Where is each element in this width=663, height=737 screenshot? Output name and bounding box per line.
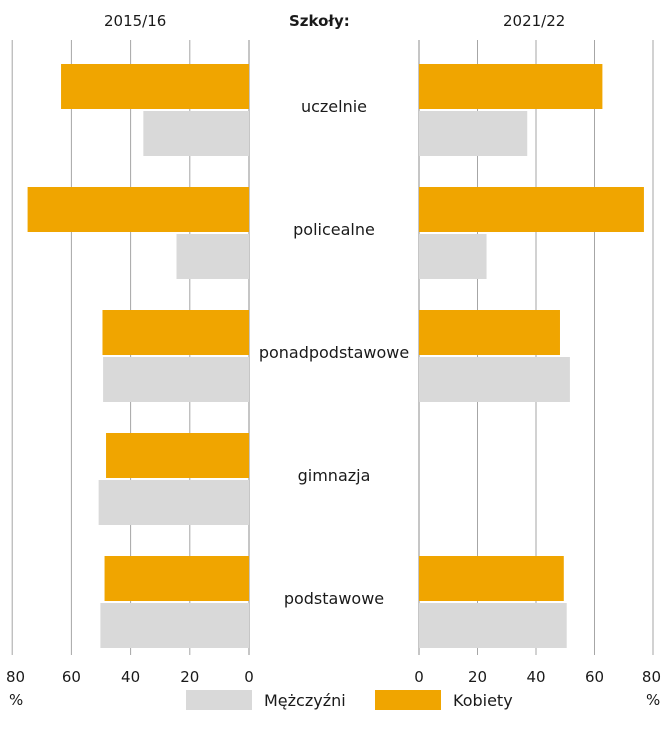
legend-label-kobiety: Kobiety: [453, 690, 513, 710]
left-bar-mezczyzni-policealne: [176, 234, 249, 279]
legend-swatch-mezczyzni: [186, 690, 252, 710]
left-bar-kobiety-policealne: [27, 187, 250, 232]
left-bar-mezczyzni-gimnazja: [98, 480, 249, 525]
right-tick-label-60: 60: [585, 668, 604, 686]
right-tick-label-80: 80: [642, 668, 661, 686]
left-bar-kobiety-uczelnie: [61, 64, 249, 109]
left-unit-label: %: [9, 691, 23, 709]
legend-item-kobiety: Kobiety: [375, 690, 513, 710]
right-unit-label: %: [646, 691, 660, 709]
legend-swatch-kobiety: [375, 690, 441, 710]
right-bar-kobiety-uczelnie: [419, 64, 603, 109]
left-bar-mezczyzni-podstawowe: [100, 603, 250, 648]
left-bar-mezczyzni-uczelnie: [143, 111, 249, 156]
legend-label-mezczyzni: Mężczyźni: [264, 690, 346, 710]
right-bar-kobiety-ponadpodstawowe: [419, 310, 560, 355]
right-bar-mezczyzni-podstawowe: [419, 603, 567, 648]
left-bar-kobiety-podstawowe: [104, 556, 249, 601]
category-label-uczelnie: uczelnie: [301, 97, 367, 116]
right-bar-mezczyzni-policealne: [419, 234, 487, 279]
right-tick-label-40: 40: [526, 668, 545, 686]
left-bar-mezczyzni-ponadpodstawowe: [103, 357, 250, 402]
left-panel-title: 2015/16: [104, 12, 167, 30]
category-label-podstawowe: podstawowe: [284, 589, 384, 608]
chart-header: Szkoły:: [289, 12, 350, 30]
right-bar-mezczyzni-uczelnie: [419, 111, 528, 156]
left-tick-label-20: 20: [180, 668, 199, 686]
category-label-gimnazja: gimnazja: [298, 466, 371, 485]
left-tick-label-0: 0: [244, 668, 254, 686]
right-panel-title: 2021/22: [503, 12, 566, 30]
right-bar-kobiety-policealne: [419, 187, 644, 232]
right-tick-label-0: 0: [414, 668, 424, 686]
left-tick-label-60: 60: [62, 668, 81, 686]
legend-item-mezczyzni: Mężczyźni: [186, 690, 346, 710]
left-bar-kobiety-gimnazja: [106, 433, 249, 478]
left-tick-label-40: 40: [121, 668, 140, 686]
right-bar-mezczyzni-ponadpodstawowe: [419, 357, 570, 402]
right-bar-kobiety-podstawowe: [419, 556, 564, 601]
left-bar-kobiety-ponadpodstawowe: [102, 310, 249, 355]
category-label-ponadpodstawowe: ponadpodstawowe: [259, 343, 409, 362]
right-tick-label-20: 20: [468, 668, 487, 686]
category-label-policealne: policealne: [293, 220, 375, 239]
left-tick-label-80: 80: [6, 668, 25, 686]
